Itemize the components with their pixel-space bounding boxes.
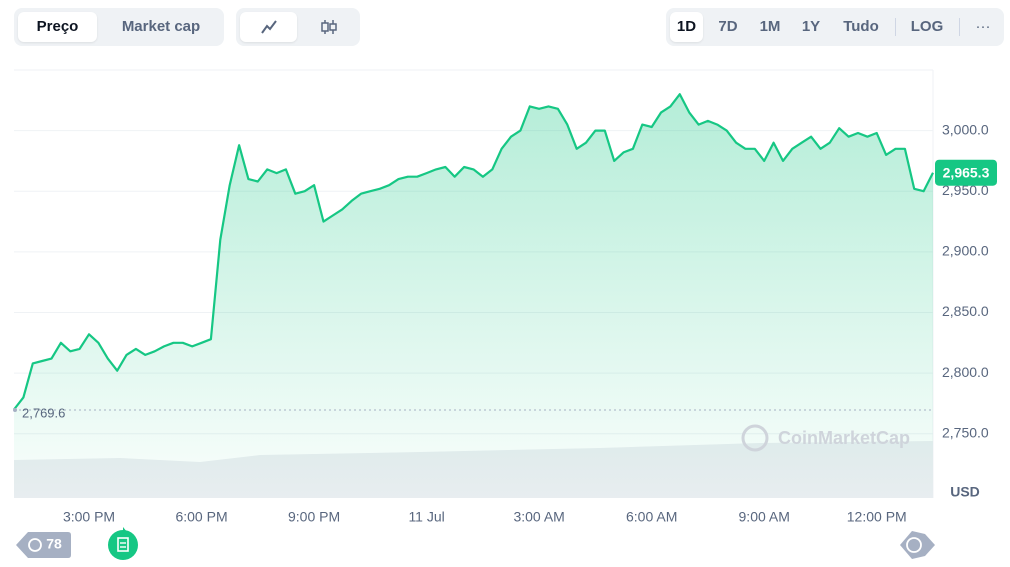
open-price-dot <box>13 407 17 412</box>
x-tick-label: 3:00 PM <box>63 509 115 525</box>
watermark-text: CoinMarketCap <box>778 428 910 448</box>
range-button[interactable]: 1M <box>759 18 781 35</box>
x-tick-label: 9:00 AM <box>739 509 790 525</box>
news-marker[interactable] <box>108 527 138 560</box>
y-tick-label: 2,750.0 <box>942 424 989 440</box>
range-tabs: 1D 7D 1M 1Y Tudo LOG ··· <box>666 8 1004 46</box>
range-button[interactable]: Tudo <box>843 18 879 35</box>
current-price-label: 2,965.3 <box>943 164 990 180</box>
more-button[interactable]: ··· <box>975 18 991 35</box>
x-tick-label: 11 Jul <box>408 509 444 525</box>
view-tabs: Preço Market cap <box>14 8 224 46</box>
y-tick-label: 2,950.0 <box>942 182 989 198</box>
price-line <box>13 93 934 411</box>
price-area <box>14 94 933 498</box>
replay-button[interactable] <box>900 531 935 559</box>
separator <box>959 18 960 36</box>
x-tick-label: 6:00 AM <box>626 509 677 525</box>
history-badge[interactable]: 78 <box>16 532 71 558</box>
watermark: CoinMarketCap <box>741 424 910 452</box>
y-unit: USD <box>950 484 980 500</box>
range-button[interactable]: 7D <box>718 18 738 35</box>
open-price-label: 2,769.6 <box>22 405 65 420</box>
range-button[interactable]: 1Y <box>801 18 821 35</box>
x-tick-label: 9:00 PM <box>288 509 340 525</box>
y-tick-label: 3,000.0 <box>942 121 989 137</box>
y-tick-label: 2,850.0 <box>942 303 989 319</box>
history-count: 78 <box>46 536 62 552</box>
y-tick-label: 2,900.0 <box>942 243 989 259</box>
tab[interactable]: Market cap <box>121 18 201 35</box>
line-icon <box>261 20 277 34</box>
candle-icon <box>321 20 337 34</box>
x-tick-label: 3:00 AM <box>513 509 564 525</box>
log-button[interactable]: LOG <box>910 18 944 35</box>
current-price-badge <box>935 159 997 186</box>
candle-style-button[interactable] <box>300 12 356 42</box>
line-style-button[interactable] <box>240 12 297 42</box>
x-tick-label: 12:00 PM <box>847 509 907 525</box>
x-tick-label: 6:00 PM <box>175 509 227 525</box>
range-button[interactable]: 1D <box>670 12 703 42</box>
chart-style-tabs <box>236 8 360 46</box>
tab[interactable]: Preço <box>18 12 97 42</box>
separator <box>895 18 896 36</box>
y-tick-label: 2,800.0 <box>942 364 989 380</box>
